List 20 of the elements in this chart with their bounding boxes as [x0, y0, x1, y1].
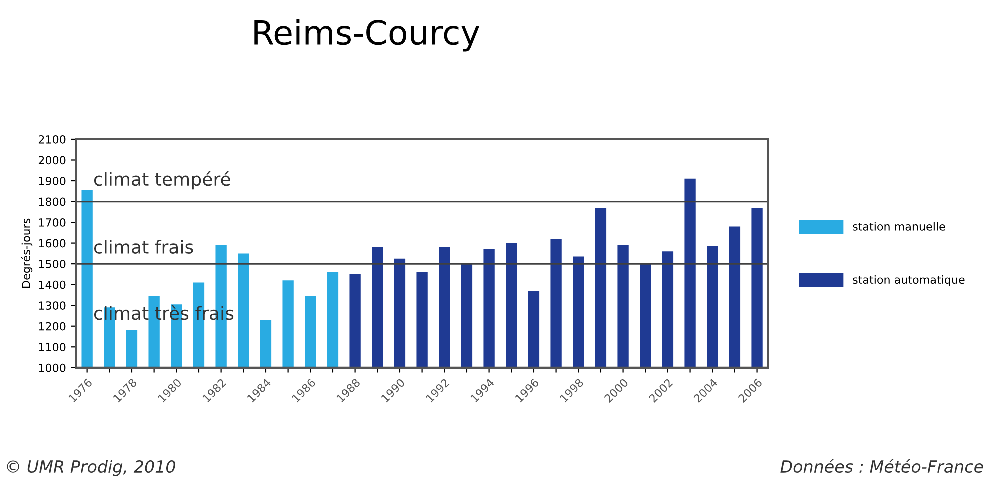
legend-label: station automatique [853, 275, 965, 286]
y-tick-label: 1100 [39, 343, 66, 352]
y-tick-label: 1400 [39, 280, 66, 290]
annotation: climat frais [94, 240, 194, 254]
y-tick-label: 1600 [39, 239, 66, 248]
chart-title: Reims-Courcy [254, 19, 480, 52]
y-axis-title: Degrés-jours [21, 218, 33, 288]
y-tick-label: 1000 [39, 364, 66, 372]
y-tick-label: 1300 [39, 302, 66, 310]
text: © UMR Prodig, 2010 [7, 460, 176, 476]
y-tick-label: 1500 [39, 260, 66, 268]
y-tick-label: 2100 [38, 135, 66, 144]
y-tick-label: 1900 [39, 176, 66, 186]
y-tick-label: 1800 [39, 198, 66, 206]
y-tick-label: 1200 [39, 322, 66, 331]
y-tick-label: 2000 [38, 156, 66, 165]
y-tick-label: 1700 [39, 218, 66, 227]
annotation: climat tempéré [94, 171, 230, 190]
text: Données : Météo-France [780, 459, 984, 474]
legend-label: station manuelle [853, 222, 946, 231]
